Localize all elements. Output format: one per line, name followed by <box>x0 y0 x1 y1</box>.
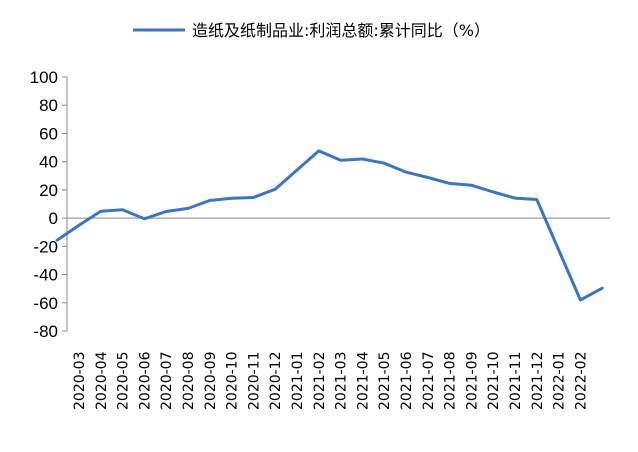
x-tick-label: 2021-02 <box>312 352 328 411</box>
x-tick-label: 2021-01 <box>290 352 306 411</box>
y-tick-label: -20 <box>33 237 58 256</box>
y-tick-label: 20 <box>39 181 58 200</box>
x-tick-label: 2021-04 <box>355 351 371 410</box>
y-tick-label: 100 <box>30 68 58 87</box>
series-layer <box>55 149 604 302</box>
x-tick-label: 2021-09 <box>464 352 480 411</box>
x-tick-label: 2021-06 <box>399 351 415 410</box>
y-tick-label: -60 <box>33 294 58 313</box>
y-tick-label: -80 <box>33 322 58 341</box>
y-tick-label: 60 <box>39 124 58 143</box>
x-tick-label: 2020-11 <box>246 352 262 411</box>
y-tick-label: 40 <box>39 153 58 172</box>
y-tick-label: 80 <box>39 96 58 115</box>
x-axis: 2020-03 2020-04 2020-05 2020-06 2020-07 2020-… <box>67 217 610 411</box>
x-tick-label: 2022-02 <box>573 352 589 411</box>
series-line-0 <box>55 149 604 302</box>
y-tick-label: -40 <box>33 266 58 285</box>
x-tick-label: 2020-06 <box>137 351 153 410</box>
x-tick-label: 2021-12 <box>530 352 546 411</box>
x-tick-label: 2021-10 <box>486 352 502 411</box>
x-tick-label: 2020-08 <box>181 352 197 411</box>
legend-label: 造纸及纸制品业:利润总额:累计同比（%） <box>192 21 490 40</box>
x-tick-label: 2021-11 <box>508 352 524 411</box>
x-tick-label: 2020-10 <box>225 352 241 411</box>
x-tick-label: 2021-05 <box>377 352 393 411</box>
x-tick-label: 2021-07 <box>421 352 437 411</box>
y-axis: -80 -60 -40 -20 0 20 40 60 80 100 <box>30 68 68 341</box>
x-tick-label: 2020-04 <box>94 351 110 410</box>
x-tick-label: 2020-03 <box>72 352 88 411</box>
x-tick-label: 2020-05 <box>116 352 132 411</box>
legend: 造纸及纸制品业:利润总额:累计同比（%） <box>133 21 490 40</box>
x-tick-label: 2020-12 <box>268 352 284 411</box>
x-tick-label: 2020-09 <box>203 352 219 411</box>
x-tick-label: 2021-08 <box>443 352 459 411</box>
x-tick-label: 2021-03 <box>334 352 350 411</box>
y-tick-label: 0 <box>49 209 58 228</box>
x-tick-label: 2022-01 <box>552 352 568 411</box>
x-tick-label: 2020-07 <box>159 352 175 411</box>
